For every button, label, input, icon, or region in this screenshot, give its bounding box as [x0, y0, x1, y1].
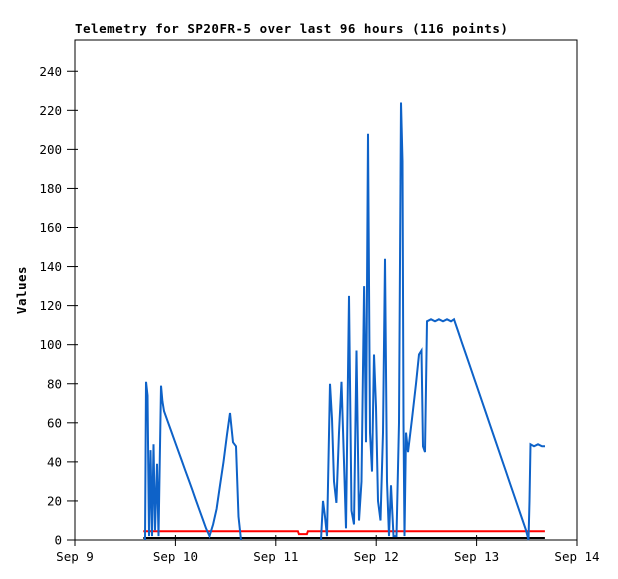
- y-tick-label: 140: [39, 259, 62, 274]
- x-tick-label: Sep 9: [56, 549, 94, 564]
- x-tick-label: Sep 14: [554, 549, 599, 564]
- y-tick-label: 100: [39, 337, 62, 352]
- x-axis-ticks: [74, 535, 578, 546]
- y-axis-tick-labels: 0 20 40 60 80 100 120 140 160 180 200 220 240: [39, 64, 62, 548]
- y-tick-label: 160: [39, 220, 62, 235]
- y-axis-label: Values: [14, 266, 29, 314]
- telemetry-line: [144, 381, 242, 541]
- chart-title: Telemetry for SP20FR-5 over last 96 hour…: [75, 21, 508, 36]
- y-tick-label: 120: [39, 298, 62, 313]
- x-tick-label: Sep 10: [153, 549, 198, 564]
- y-tick-label: 20: [47, 493, 62, 508]
- plot-border: [74, 39, 578, 541]
- threshold-line: [143, 530, 545, 536]
- x-tick-label: Sep 13: [454, 549, 499, 564]
- y-tick-label: 240: [39, 64, 62, 79]
- telemetry-line: [320, 102, 545, 541]
- x-axis-tick-labels: Sep 9 Sep 10 Sep 11 Sep 12 Sep 13 Sep 14: [56, 549, 599, 564]
- y-tick-label: 80: [47, 376, 62, 391]
- y-tick-label: 0: [54, 533, 62, 548]
- y-tick-label: 180: [39, 181, 62, 196]
- data-series: [143, 102, 545, 541]
- y-tick-label: 220: [39, 103, 62, 118]
- x-tick-label: Sep 11: [253, 549, 298, 564]
- y-tick-label: 200: [39, 142, 62, 157]
- y-tick-label: 40: [47, 454, 62, 469]
- y-axis-ticks: [67, 70, 78, 541]
- x-tick-label: Sep 12: [354, 549, 399, 564]
- y-tick-label: 60: [47, 415, 62, 430]
